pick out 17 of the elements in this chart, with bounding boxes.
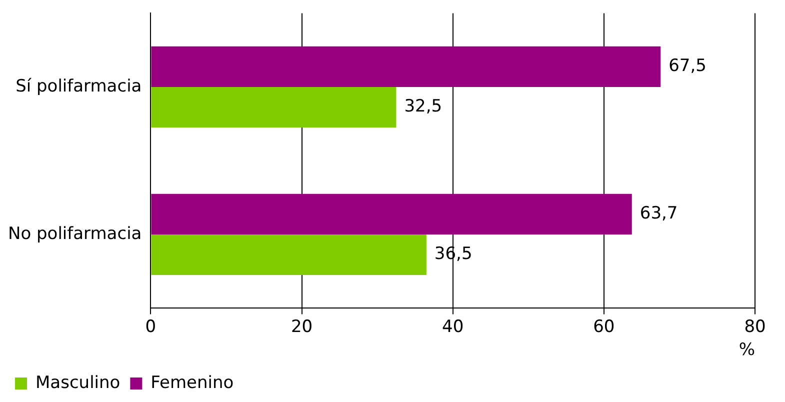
- y-tick-label: Sí polifarmacia: [16, 76, 142, 96]
- data-label: 67,5: [668, 56, 706, 76]
- legend-label: Femenino: [150, 372, 234, 393]
- legend-label: Masculino: [36, 372, 120, 393]
- x-tick-label: 40: [442, 316, 464, 337]
- bar: [151, 86, 396, 128]
- x-tick-label: 80: [744, 316, 766, 337]
- x-tick-label: 0: [145, 316, 156, 337]
- bar: [151, 234, 426, 276]
- bar: [151, 194, 632, 234]
- x-tick-label: 20: [290, 316, 313, 337]
- bar: [151, 46, 661, 87]
- x-axis-title: %: [738, 340, 755, 360]
- data-label: 32,5: [404, 96, 442, 117]
- data-label: 63,7: [640, 204, 678, 224]
- y-tick-label: No polifarmacia: [8, 224, 142, 244]
- x-tick-label: 60: [593, 316, 615, 337]
